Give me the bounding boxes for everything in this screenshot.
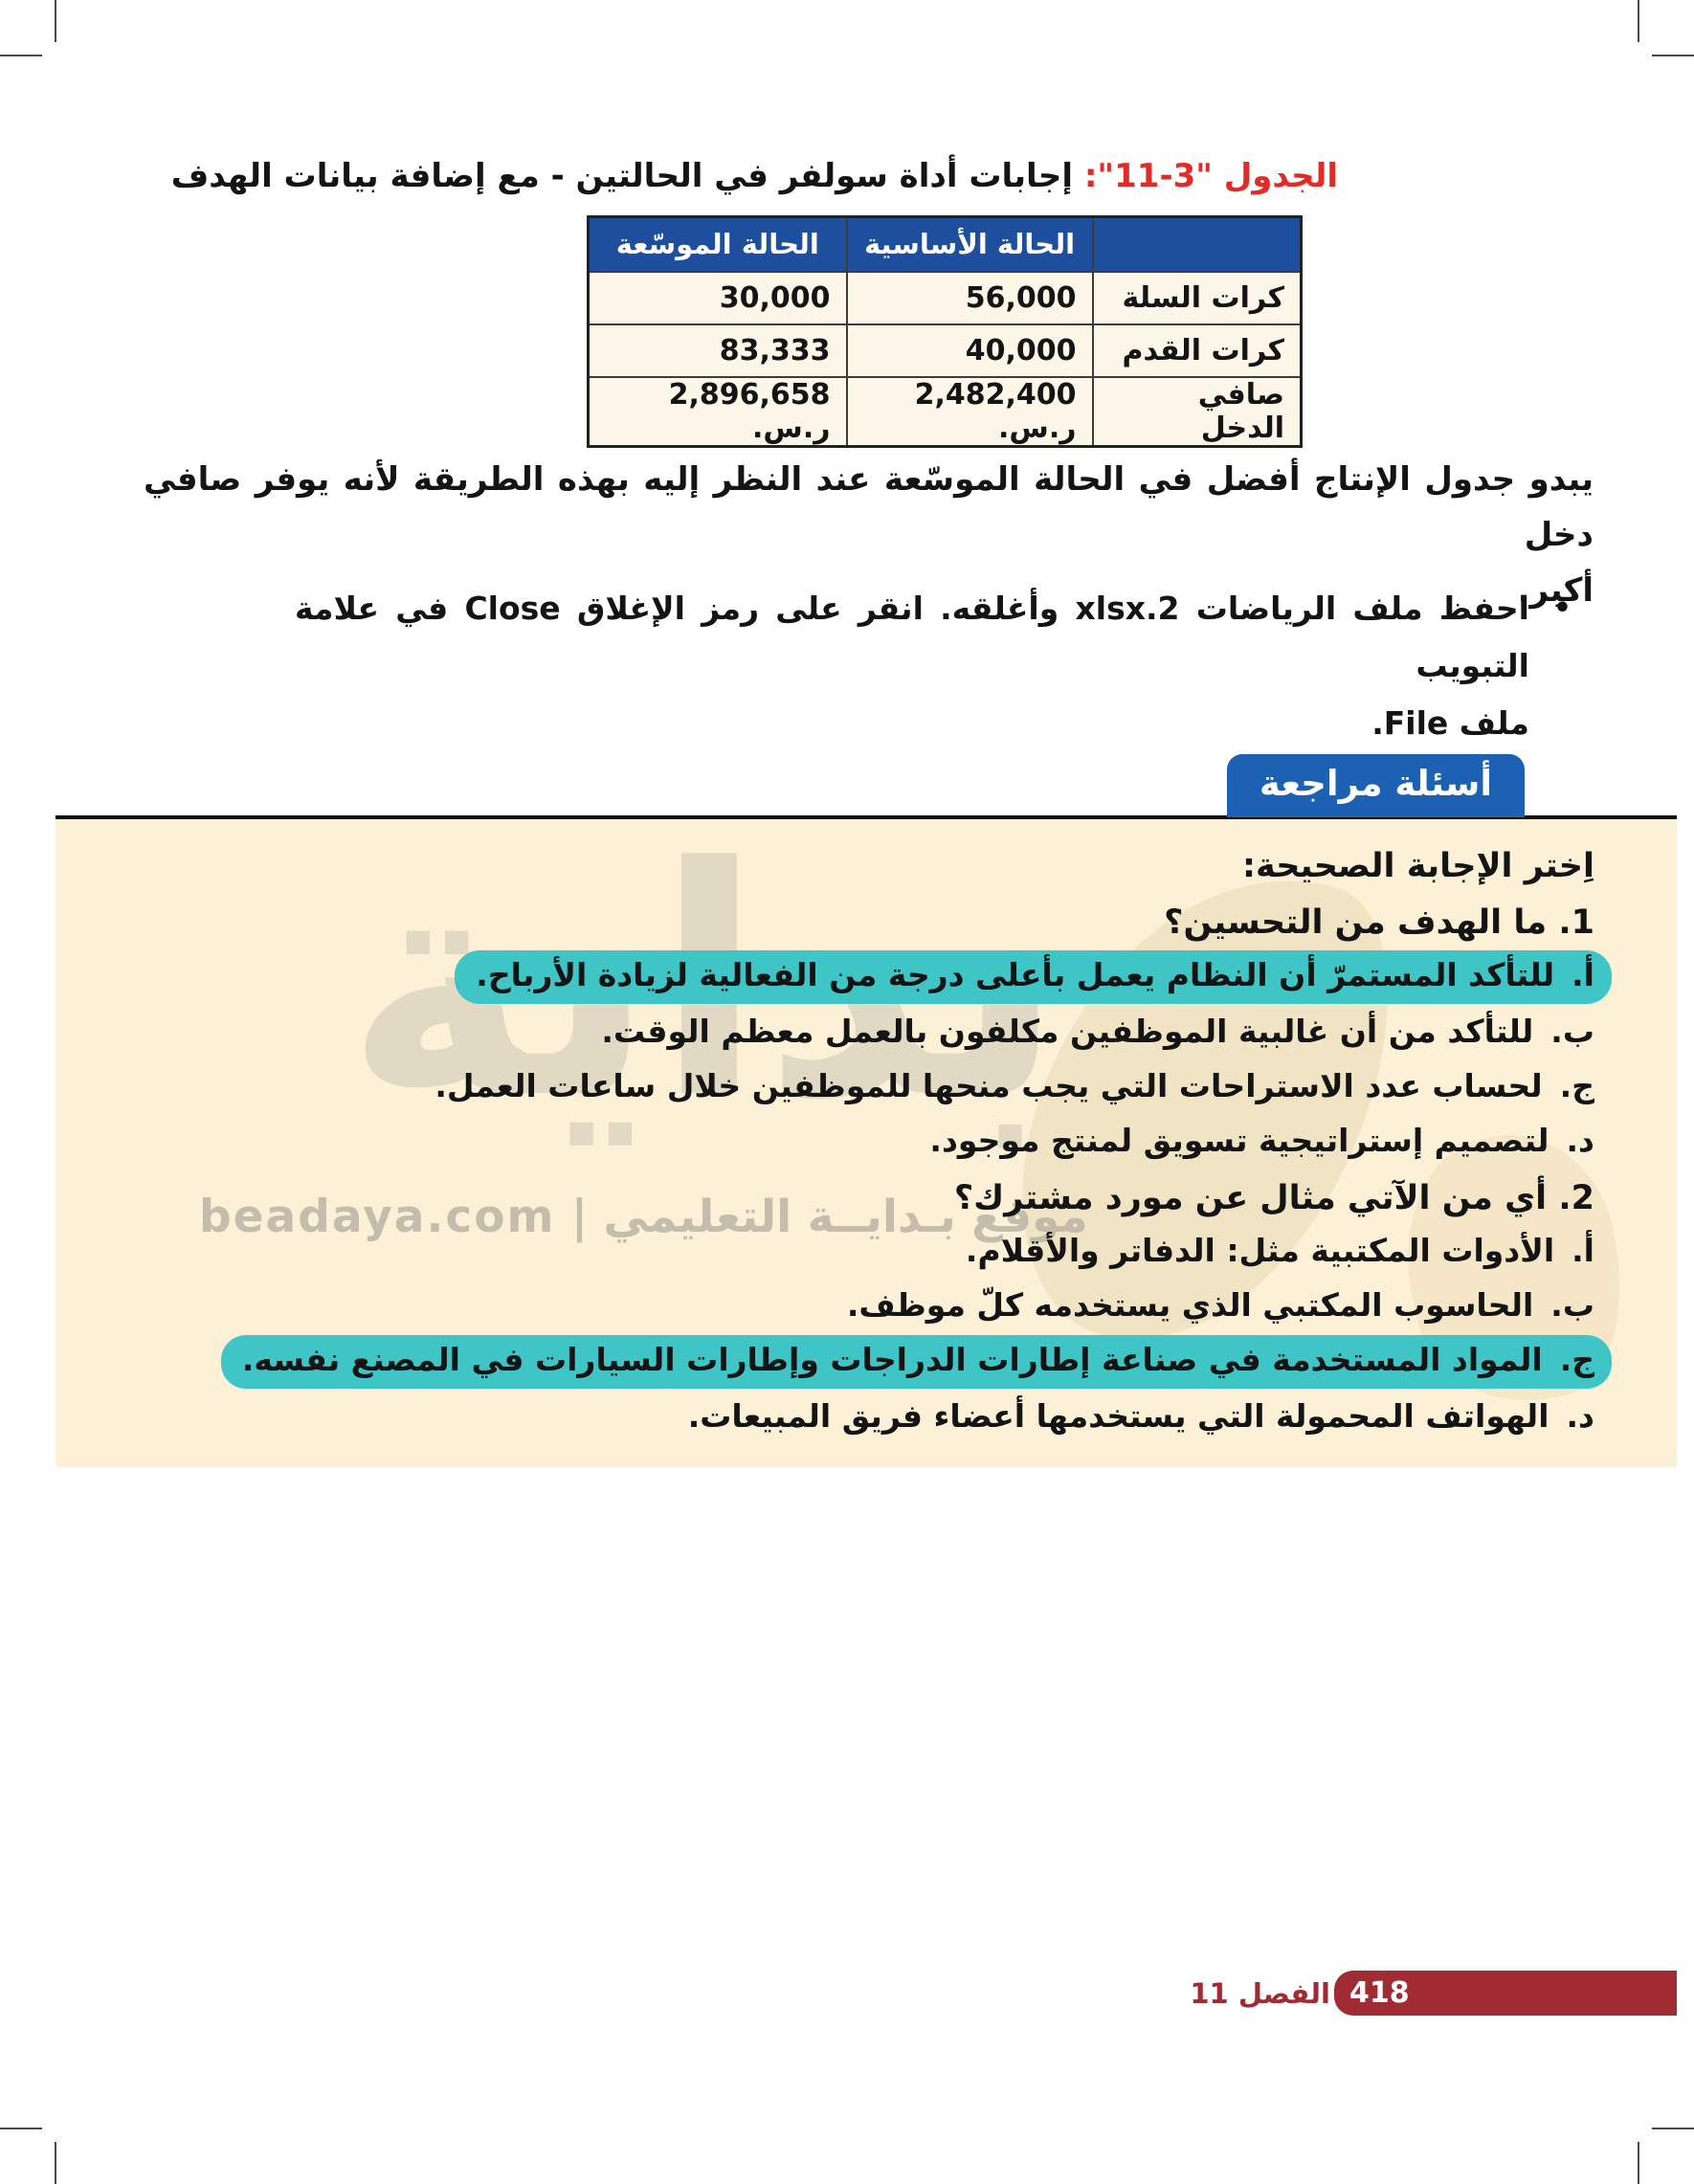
option-text: المواد المستخدمة في صناعة إطارات الدراجا… <box>241 1341 1543 1378</box>
page-number-badge: 418 <box>1334 1971 1677 2016</box>
table-caption-text: إجابات أداة سولفر في الحالتين - مع إضافة… <box>170 157 1084 195</box>
cell-footballs-expanded: 83,333 <box>587 323 848 378</box>
correct-answer-highlight: ج. المواد المستخدمة في صناعة إطارات الدرا… <box>220 1335 1612 1389</box>
bullet-item: • احفظ ملف الرياضات xlsx.2 وأغلقه. انقر … <box>295 580 1571 752</box>
option-q1-c: ج. لحساب عدد الاستراحات التي يجب منحها لل… <box>113 1059 1594 1113</box>
crop-mark-bottom-left-v <box>55 2142 56 2184</box>
option-text: للتأكد من أن غالبية الموظفين مكلفون بالع… <box>601 1013 1534 1050</box>
option-text: الحاسوب المكتبي الذي يستخدمه كلّ موظف. <box>846 1286 1534 1324</box>
option-q1-a: أ. للتأكد المستمرّ أن النظام يعمل بأعلى د… <box>113 947 1612 1004</box>
cell-footballs-basic: 40,000 <box>845 323 1094 378</box>
table-header-expanded-case: الحالة الموسّعة <box>587 215 848 273</box>
bullet-line-1: احفظ ملف الرياضات xlsx.2 وأغلقه. انقر عل… <box>295 580 1529 695</box>
page-number: 418 <box>1349 1976 1410 2010</box>
table-header-basic-case: الحالة الأساسية <box>845 215 1094 273</box>
option-label: ج. <box>1559 1341 1594 1378</box>
option-label: ج. <box>1559 1067 1594 1104</box>
row-label-footballs: كرات القدم <box>1091 323 1303 378</box>
cell-net-income-basic: 2,482,400 ر.س. <box>845 375 1094 447</box>
option-text: لحساب عدد الاستراحات التي يجب منحها للمو… <box>435 1067 1543 1104</box>
option-q2-b: ب. الحاسوب المكتبي الذي يستخدمه كلّ موظف. <box>113 1278 1594 1332</box>
watermark-site-line: موقع بـدايــة التعليمي | beadaya.com <box>199 1191 1088 1243</box>
paragraph-line-1: يبدو جدول الإنتاج أفضل في الحالة الموسّع… <box>144 460 1594 554</box>
questions-heading: اِختر الإجابة الصحيحة: <box>1241 847 1594 885</box>
option-text: الهواتف المحمولة التي يستخدمها أعضاء فري… <box>687 1397 1549 1435</box>
cell-net-income-expanded: 2,896,658 ر.س. <box>587 375 848 447</box>
option-q1-d: د. لتصميم إستراتيجية تسويق لمنتج موجود. <box>113 1113 1594 1168</box>
solver-table: الحالة الأساسية الحالة الموسّعة كرات الس… <box>587 215 1303 448</box>
option-text: الأدوات المكتبية مثل: الدفاتر والأقلام. <box>965 1232 1555 1269</box>
option-label: ب. <box>1550 1286 1594 1324</box>
question-1: 1. ما الهدف من التحسين؟ <box>1164 903 1594 942</box>
option-q2-d: د. الهواتف المحمولة التي يستخدمها أعضاء ف… <box>113 1389 1594 1443</box>
crop-mark-bottom-right-v <box>1638 2142 1639 2184</box>
crop-mark-top-right-h <box>1652 55 1694 56</box>
questions-box: بداية موقع بـدايــة التعليمي | beadaya.c… <box>56 800 1677 1467</box>
option-label: ب. <box>1550 1013 1594 1050</box>
chapter-label: الفصل 11 <box>1190 1977 1330 2010</box>
cell-basketballs-basic: 56,000 <box>845 270 1094 325</box>
option-label: د. <box>1566 1122 1594 1159</box>
crop-mark-top-left-h <box>0 55 42 56</box>
row-label-net-income: صافي الدخل <box>1091 375 1303 447</box>
bullet-line-2: ملف File. <box>1371 704 1529 742</box>
option-text: للتأكد المستمرّ أن النظام يعمل بأعلى درج… <box>476 956 1555 993</box>
crop-mark-bottom-left-h <box>0 2128 42 2129</box>
table-header-row: الحالة الأساسية الحالة الموسّعة <box>587 215 1303 273</box>
option-text: لتصميم إستراتيجية تسويق لمنتج موجود. <box>929 1122 1549 1159</box>
crop-mark-bottom-right-h <box>1652 2128 1694 2129</box>
cell-basketballs-expanded: 30,000 <box>587 270 848 325</box>
option-q1-b: ب. للتأكد من أن غالبية الموظفين مكلفون با… <box>113 1004 1594 1059</box>
table-header-empty <box>1091 215 1303 273</box>
table-caption: الجدول "3-11": إجابات أداة سولفر في الحا… <box>171 157 1338 195</box>
table-row: كرات السلة 56,000 30,000 <box>587 270 1303 325</box>
paragraph-line-2: أكبر. <box>1517 571 1594 610</box>
crop-mark-top-right-v <box>1638 0 1639 42</box>
option-label: د. <box>1566 1397 1594 1435</box>
option-label: أ. <box>1571 956 1594 993</box>
bullet-marker: • <box>1552 591 1571 625</box>
option-q2-a: أ. الأدوات المكتبية مثل: الدفاتر والأقلام… <box>113 1223 1594 1278</box>
row-label-basketballs: كرات السلة <box>1091 270 1303 325</box>
correct-answer-highlight: أ. للتأكد المستمرّ أن النظام يعمل بأعلى د… <box>455 950 1612 1004</box>
option-q2-c: ج. المواد المستخدمة في صناعة إطارات الدرا… <box>113 1332 1612 1389</box>
bullet-file-name: الرياضات xlsx.2 <box>1075 590 1337 627</box>
question-2: 2. أي من الآتي مثال عن مورد مشترك؟ <box>953 1179 1594 1217</box>
commentary-paragraph: يبدو جدول الإنتاج أفضل في الحالة الموسّع… <box>144 452 1594 618</box>
bullet-text-post: وأغلقه. انقر على رمز الإغلاق Close في عل… <box>295 590 1529 684</box>
table-row: كرات القدم 40,000 83,333 <box>587 323 1303 378</box>
option-label: أ. <box>1571 1232 1594 1269</box>
bullet-text-pre: احفظ ملف <box>1336 590 1529 627</box>
crop-mark-top-left-v <box>55 0 56 42</box>
review-questions-banner: أسئلة مراجعة <box>1227 754 1525 817</box>
table-caption-number: الجدول "3-11": <box>1083 157 1338 195</box>
table-row: صافي الدخل 2,482,400 ر.س. 2,896,658 ر.س. <box>587 375 1303 447</box>
